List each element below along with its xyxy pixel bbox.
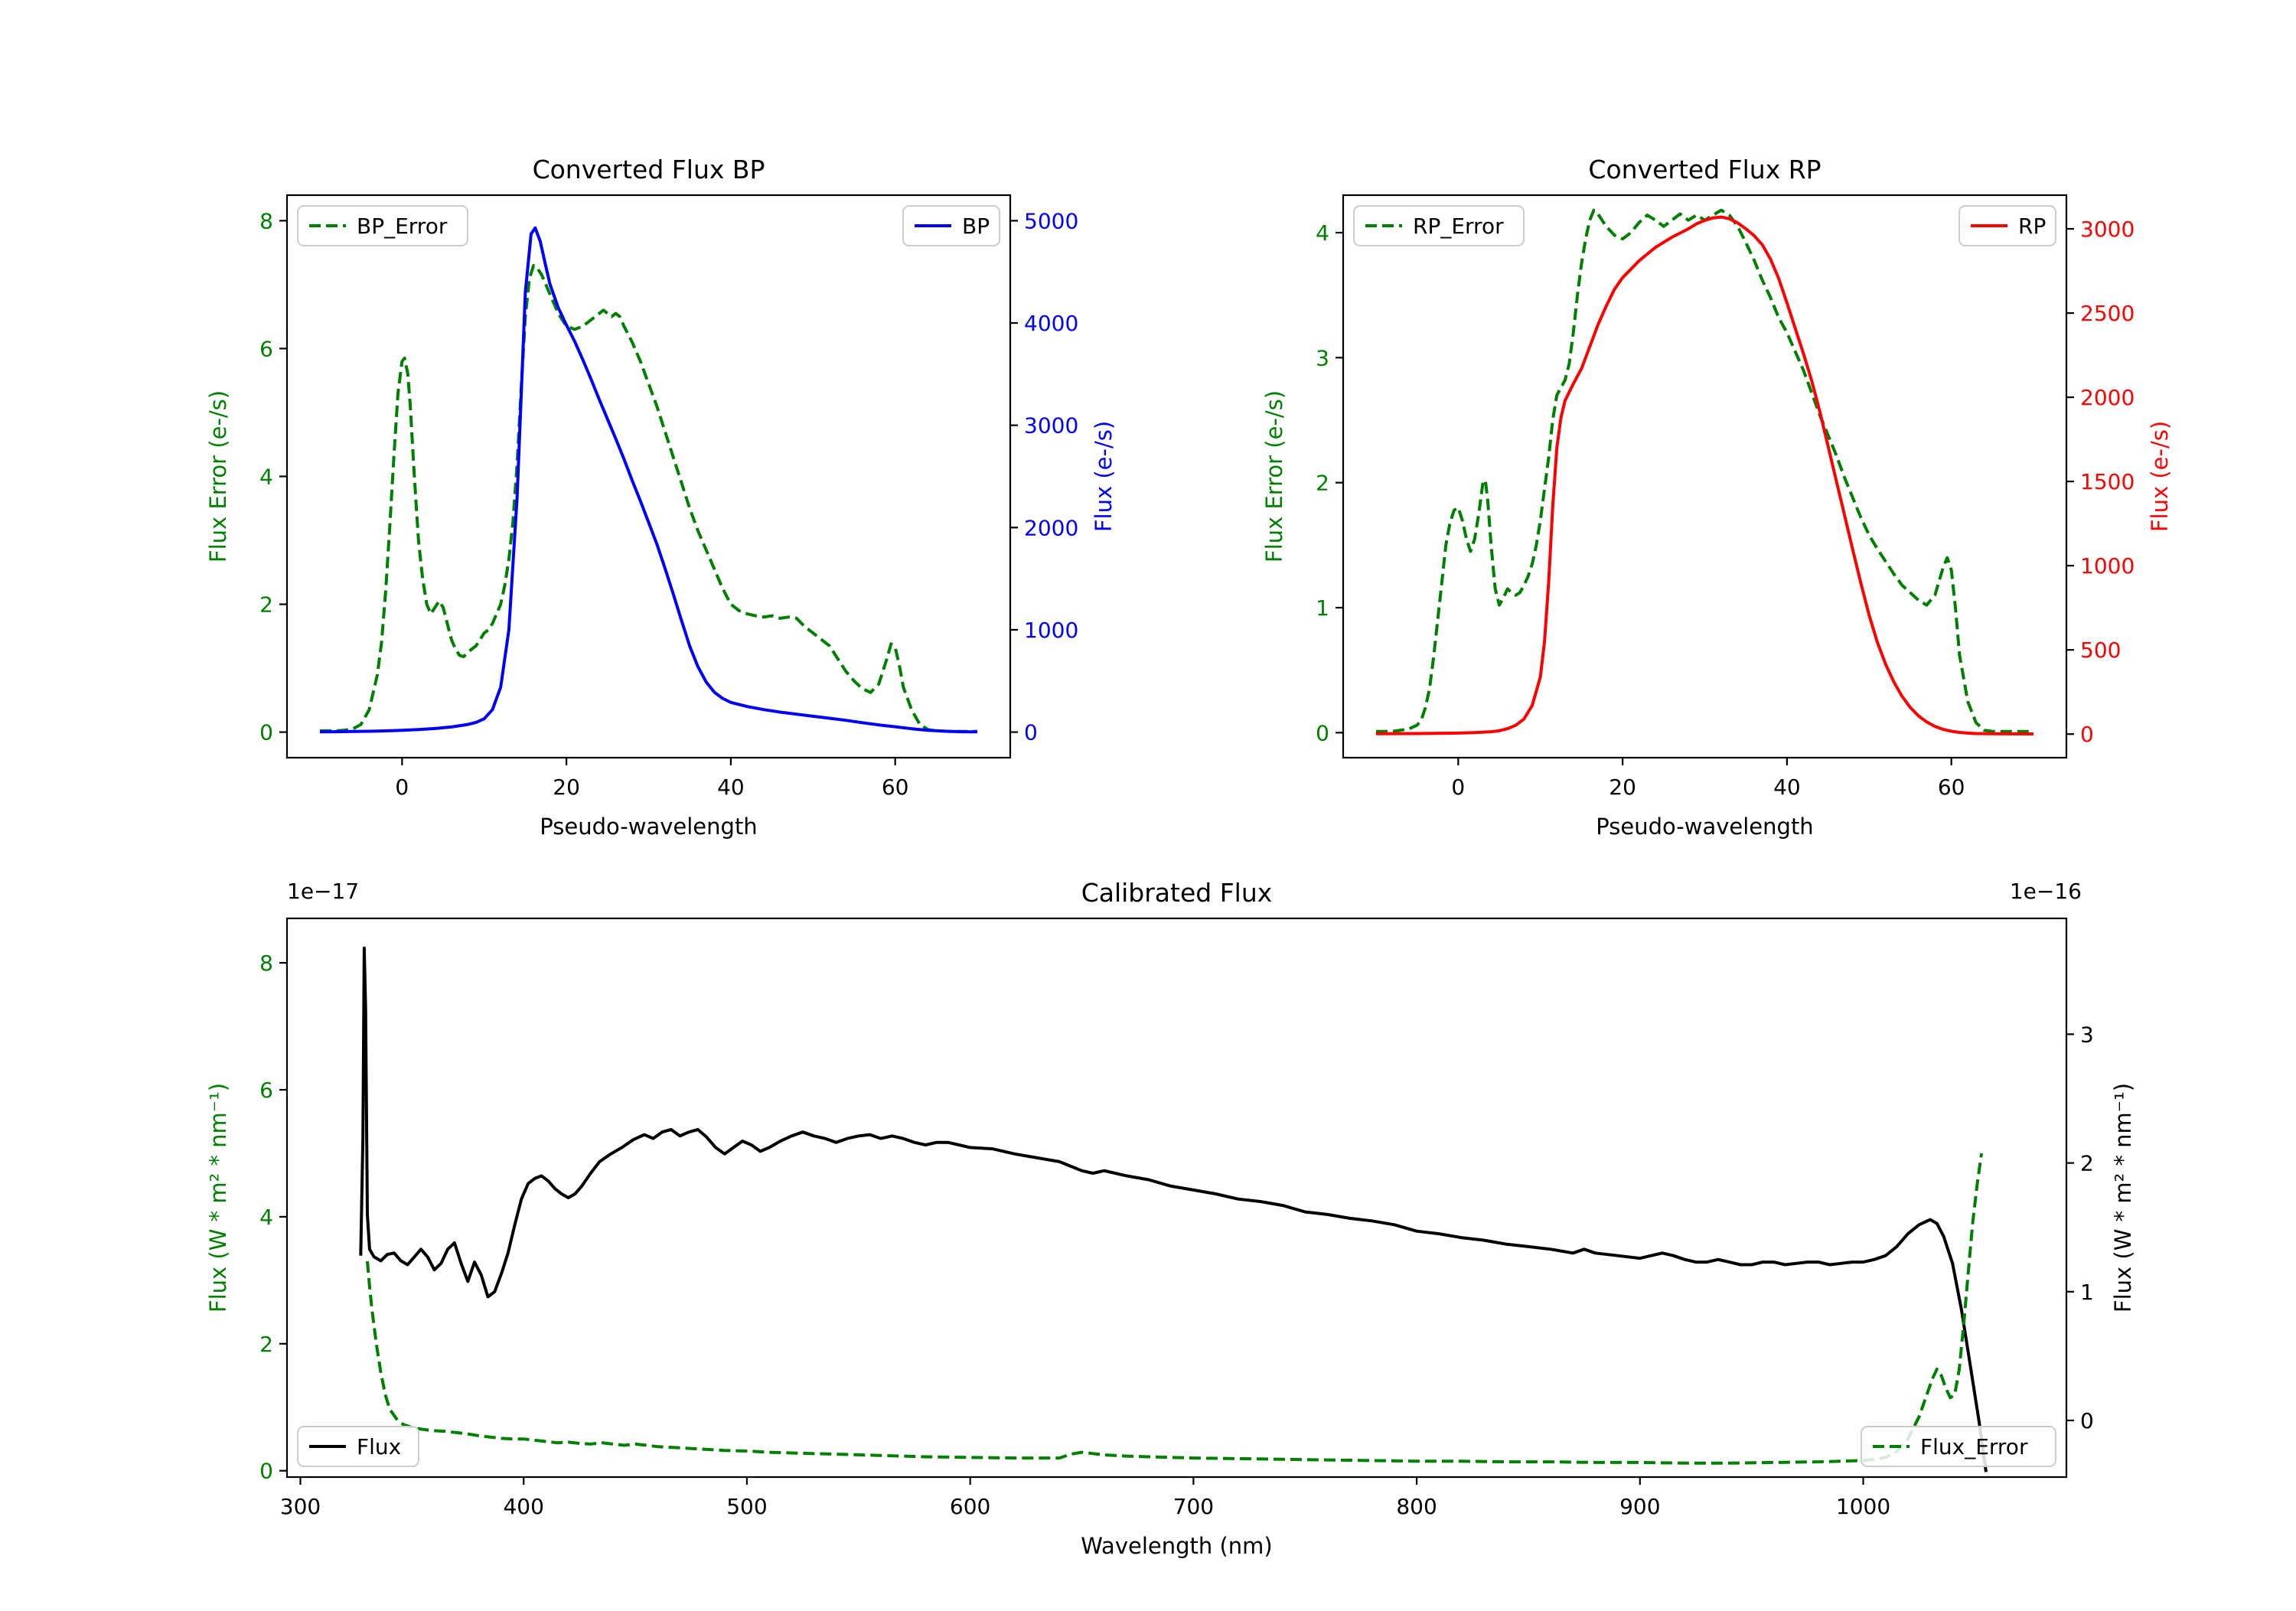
legend-RP_Error: RP_Error <box>1353 205 1525 246</box>
y-tick-label-right: 500 <box>2080 638 2121 663</box>
x-tick-label: 600 <box>950 1494 990 1519</box>
x-tick-label: 300 <box>280 1494 321 1519</box>
series-RP_Error <box>1376 208 2033 733</box>
legend-box <box>297 1426 419 1467</box>
x-tick-label: 1000 <box>1836 1494 1890 1519</box>
legend-box <box>1861 1426 2056 1467</box>
chart-rp: 0 20 40 6001234050010001500200025003000Conv… <box>1261 155 2173 840</box>
y-tick-label-right: 4000 <box>1024 311 1078 336</box>
y-tick-label-right: 0 <box>1024 720 1038 745</box>
right-axis-offset-text: 1e−16 <box>2010 879 2082 904</box>
y-tick-label-right: 3 <box>2080 1022 2094 1047</box>
chart-title-rp: Converted Flux RP <box>1588 155 1821 184</box>
x-tick-label: 60 <box>882 775 909 800</box>
series-Flux_Error <box>366 1153 1984 1465</box>
y-tick-label-right: 1000 <box>2080 553 2135 579</box>
y-tick-label-right: 0 <box>2080 1408 2094 1433</box>
legend-BP: BP <box>902 205 1000 246</box>
x-tick-label: 20 <box>553 775 580 800</box>
y-tick-label-left: 1 <box>1316 595 1329 621</box>
x-tick-label: 400 <box>503 1494 543 1519</box>
x-tick-label: 500 <box>726 1494 767 1519</box>
y-tick-label-right: 3000 <box>1024 413 1078 439</box>
legend-label: RP <box>2018 214 2046 239</box>
y-tick-label-right: 2500 <box>2080 301 2135 326</box>
y-axis-label-right: Flux (W * m² * nm⁻¹) <box>2110 1083 2136 1313</box>
legend-label: Flux <box>357 1434 401 1459</box>
y-tick-label-left: 2 <box>259 592 273 618</box>
series-BP <box>319 226 978 734</box>
y-axis-label-left: Flux Error (e-/s) <box>205 390 231 563</box>
legend-label: Flux_Error <box>1920 1434 2028 1459</box>
chart-cal: 300 400 500 600 700 800 900 1000 0 2 4 6 8 0 1 2 3 Calibr… <box>205 878 2136 1559</box>
y-tick-label-left: 3 <box>1316 345 1329 370</box>
x-tick-label: 60 <box>1938 775 1965 800</box>
legend-RP: RP <box>1958 205 2056 246</box>
y-tick-label-right: 2000 <box>2080 385 2135 410</box>
x-axis-label: Wavelength (nm) <box>1081 1533 1273 1559</box>
y-tick-label-right: 1500 <box>2080 469 2135 494</box>
y-tick-label-right: 2 <box>2080 1151 2094 1176</box>
x-tick-label: 40 <box>717 775 745 800</box>
x-tick-label: 900 <box>1619 1494 1660 1519</box>
legend-label: BP <box>962 214 990 239</box>
x-tick-label: 0 <box>395 775 409 800</box>
y-tick-label-left: 2 <box>259 1332 273 1357</box>
y-tick-label-left: 4 <box>1316 220 1329 246</box>
chart-title-bp: Converted Flux BP <box>533 155 765 184</box>
axes-spines <box>1342 194 2068 759</box>
x-tick-label: 20 <box>1609 775 1636 800</box>
y-tick-label-left: 8 <box>259 208 273 233</box>
chart-bp: 0 20 40 60 0 2 4 6 8 0 1000 2000 3000 4000 5000 Convert… <box>205 155 1117 840</box>
x-tick-label: 40 <box>1773 775 1801 800</box>
y-axis-label-left: Flux (W * m² * nm⁻¹) <box>205 1083 231 1313</box>
y-tick-label-left: 0 <box>1316 720 1329 745</box>
y-tick-label-right: 1000 <box>1024 618 1078 643</box>
legend-BP_Error: BP_Error <box>297 205 468 246</box>
legend-box <box>1353 205 1525 246</box>
y-axis-label-right: Flux (e-/s) <box>2147 421 2173 532</box>
plot-area-cal <box>359 946 1988 1472</box>
legend-box <box>297 205 468 246</box>
series-BP_Error <box>320 263 977 733</box>
x-tick-label: 800 <box>1396 1494 1437 1519</box>
plot-area-rp <box>1375 208 2034 735</box>
y-tick-label-right: 0 <box>2080 722 2094 747</box>
y-tick-label-left: 4 <box>259 1205 273 1230</box>
x-axis-label: Pseudo-wavelength <box>1596 814 1813 840</box>
y-tick-label-right: 1 <box>2080 1280 2094 1305</box>
y-tick-label-right: 2000 <box>1024 515 1078 540</box>
legend-label: RP_Error <box>1413 214 1504 239</box>
y-tick-label-left: 8 <box>259 951 273 976</box>
y-tick-label-left: 4 <box>259 465 273 490</box>
plot-area-bp <box>319 226 978 734</box>
series-RP <box>1375 215 2034 735</box>
x-tick-label: 0 <box>1451 775 1465 800</box>
legend-label: BP_Error <box>357 214 448 239</box>
axes-spines <box>285 917 2068 1479</box>
x-axis-label: Pseudo-wavelength <box>540 814 757 840</box>
y-tick-label-right: 5000 <box>1024 208 1078 233</box>
left-axis-offset-text: 1e−17 <box>287 879 359 904</box>
chart-title-cal: Calibrated Flux <box>1081 878 1273 908</box>
y-axis-label-right: Flux (e-/s) <box>1091 421 1117 532</box>
y-tick-label-right: 3000 <box>2080 217 2135 242</box>
y-tick-label-left: 0 <box>259 720 273 745</box>
series-Flux <box>359 946 1988 1472</box>
legend-Flux_Error: Flux_Error <box>1861 1426 2056 1467</box>
y-tick-label-left: 0 <box>259 1459 273 1484</box>
x-tick-label: 700 <box>1173 1494 1214 1519</box>
legend-Flux: Flux <box>297 1426 419 1467</box>
y-tick-label-left: 6 <box>259 1078 273 1103</box>
y-tick-label-left: 6 <box>259 336 273 361</box>
y-axis-label-left: Flux Error (e-/s) <box>1261 390 1287 563</box>
y-tick-label-left: 2 <box>1316 471 1329 496</box>
